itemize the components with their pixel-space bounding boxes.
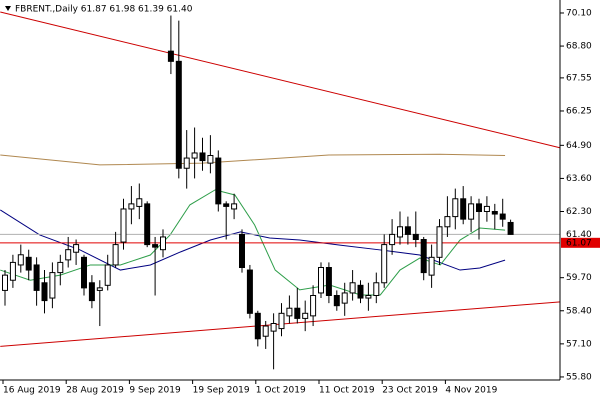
candle-body <box>160 236 166 251</box>
candle-body <box>373 282 380 296</box>
candle-body <box>357 284 364 299</box>
price-label: 61.40 <box>566 230 592 240</box>
candle-body <box>33 264 40 291</box>
candle-body <box>57 261 64 274</box>
candle-body <box>120 208 127 243</box>
candle-body <box>310 294 317 317</box>
candle-body <box>499 213 506 220</box>
candle-body <box>136 198 143 207</box>
candle-body <box>389 233 396 246</box>
chart-title: FBRENT.,Daily 61.87 61.98 61.39 61.40 <box>15 5 193 15</box>
candle-body <box>381 244 388 284</box>
candle-body <box>333 294 340 307</box>
candle-body <box>468 203 475 220</box>
candle-body <box>420 239 427 274</box>
indicator-line <box>0 11 561 149</box>
x-tick-label: 9 Sep 2019 <box>129 386 181 396</box>
y-tick-label: 62.30 <box>566 207 592 217</box>
y-tick-label: 64.90 <box>566 141 592 151</box>
x-tick-label: 19 Sep 2019 <box>193 386 250 396</box>
indicator-line <box>0 153 506 166</box>
candle-body <box>207 155 214 164</box>
y-tick-label: 55.80 <box>566 372 592 382</box>
y-tick-label: 66.25 <box>566 106 592 116</box>
y-tick-label: 67.55 <box>566 73 592 83</box>
candle-body <box>444 216 451 228</box>
candle-body <box>81 256 87 289</box>
candle-body <box>397 226 403 238</box>
candle-body <box>318 267 324 294</box>
candle-body <box>191 152 198 159</box>
x-tick-label: 23 Oct 2019 <box>382 386 438 396</box>
candle-body <box>152 244 159 248</box>
candle-body <box>428 256 435 276</box>
price-label-box <box>561 237 600 248</box>
candle-body <box>507 221 514 235</box>
candle-body <box>25 256 32 271</box>
candle-body <box>476 203 482 213</box>
candle-body <box>270 322 277 332</box>
price-label: 61.07 <box>566 238 592 248</box>
menu-arrow[interactable] <box>5 6 11 11</box>
candle-body <box>483 205 490 213</box>
candle-body <box>365 294 372 299</box>
candle-body <box>88 282 95 302</box>
candle-body <box>49 272 56 299</box>
candle-body <box>41 282 48 302</box>
candle-body <box>325 267 332 296</box>
candle-body <box>286 307 293 317</box>
candle-body <box>491 211 498 215</box>
price-label-box <box>561 229 600 240</box>
candle-body <box>349 282 356 294</box>
y-tick-label: 70.10 <box>566 8 592 18</box>
candle-body <box>2 274 8 291</box>
y-tick-label: 63.60 <box>566 174 592 184</box>
candle-body <box>96 287 103 291</box>
candle-body <box>223 203 230 207</box>
x-tick-label: 1 Oct 2019 <box>256 386 306 396</box>
candle-body <box>128 203 135 210</box>
y-tick-label: 68.80 <box>566 42 592 52</box>
candle-body <box>404 226 411 235</box>
x-tick-label: 28 Aug 2019 <box>66 386 124 396</box>
candle-body <box>436 226 443 258</box>
candle-body <box>9 261 16 281</box>
candle-body <box>199 152 206 162</box>
candle-body <box>294 307 301 319</box>
candle-body <box>167 50 174 62</box>
candle-body <box>412 233 419 241</box>
candle-body <box>254 312 261 340</box>
candle-body <box>104 264 111 286</box>
candle-body <box>112 244 119 266</box>
candle-body <box>341 292 348 304</box>
y-tick-label: 59.70 <box>566 273 592 283</box>
candle-body <box>246 269 253 314</box>
candle-body <box>262 325 269 337</box>
candle-body <box>452 198 459 218</box>
x-tick-label: 16 Aug 2019 <box>3 386 61 396</box>
candle-body <box>183 157 190 169</box>
candle-body <box>73 244 80 253</box>
candle-body <box>215 157 222 205</box>
candle-body <box>278 312 285 330</box>
candle-body <box>144 203 151 246</box>
candle-body <box>175 60 182 169</box>
candle-body <box>302 312 309 319</box>
y-tick-label: 57.10 <box>566 339 592 349</box>
y-tick-label: 58.40 <box>566 306 592 316</box>
x-tick-label: 11 Oct 2019 <box>319 386 375 396</box>
x-tick-label: 4 Nov 2019 <box>445 386 497 396</box>
candle-body <box>17 254 24 266</box>
candle-body <box>239 233 245 269</box>
candle-body <box>460 198 467 220</box>
candle-body <box>231 203 238 210</box>
candle-body <box>65 249 72 261</box>
